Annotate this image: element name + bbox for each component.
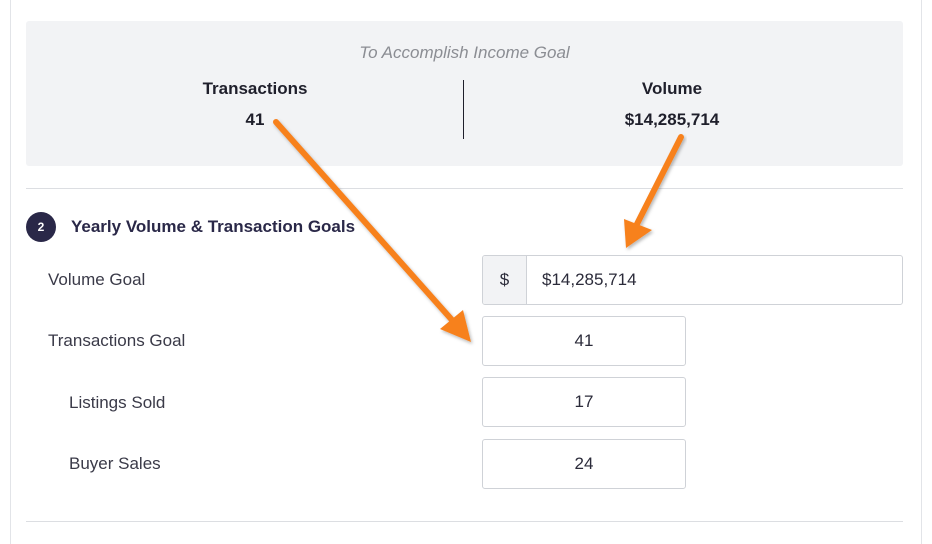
listings-sold-input[interactable] xyxy=(482,377,686,427)
section-divider-top xyxy=(26,188,903,189)
volume-goal-label: Volume Goal xyxy=(48,270,146,289)
volume-stat-value: $14,285,714 xyxy=(624,110,720,129)
income-goal-summary: To Accomplish Income Goal Transactions 4… xyxy=(26,21,903,166)
buyer-sales-input[interactable] xyxy=(482,439,686,489)
transactions-stat: Transactions 41 xyxy=(105,79,405,130)
section-divider-bottom xyxy=(26,521,903,522)
goals-panel xyxy=(10,0,922,544)
section-header: 2 Yearly Volume & Transaction Goals xyxy=(26,212,355,242)
transactions-stat-label: Transactions xyxy=(202,79,308,98)
volume-stat-label: Volume xyxy=(641,79,703,98)
step-number-badge: 2 xyxy=(26,212,56,242)
currency-addon: $ xyxy=(483,256,527,304)
summary-caption: To Accomplish Income Goal xyxy=(359,43,570,62)
summary-divider xyxy=(463,80,464,139)
transactions-goal-label: Transactions Goal xyxy=(48,331,186,350)
transactions-stat-value: 41 xyxy=(245,110,265,129)
section-title: Yearly Volume & Transaction Goals xyxy=(71,217,356,236)
volume-goal-input[interactable] xyxy=(527,256,902,304)
volume-stat: Volume $14,285,714 xyxy=(522,79,822,130)
buyer-sales-label: Buyer Sales xyxy=(69,454,161,473)
transactions-goal-input[interactable] xyxy=(482,316,686,366)
listings-sold-label: Listings Sold xyxy=(69,393,166,412)
volume-goal-input-group: $ xyxy=(482,255,903,305)
